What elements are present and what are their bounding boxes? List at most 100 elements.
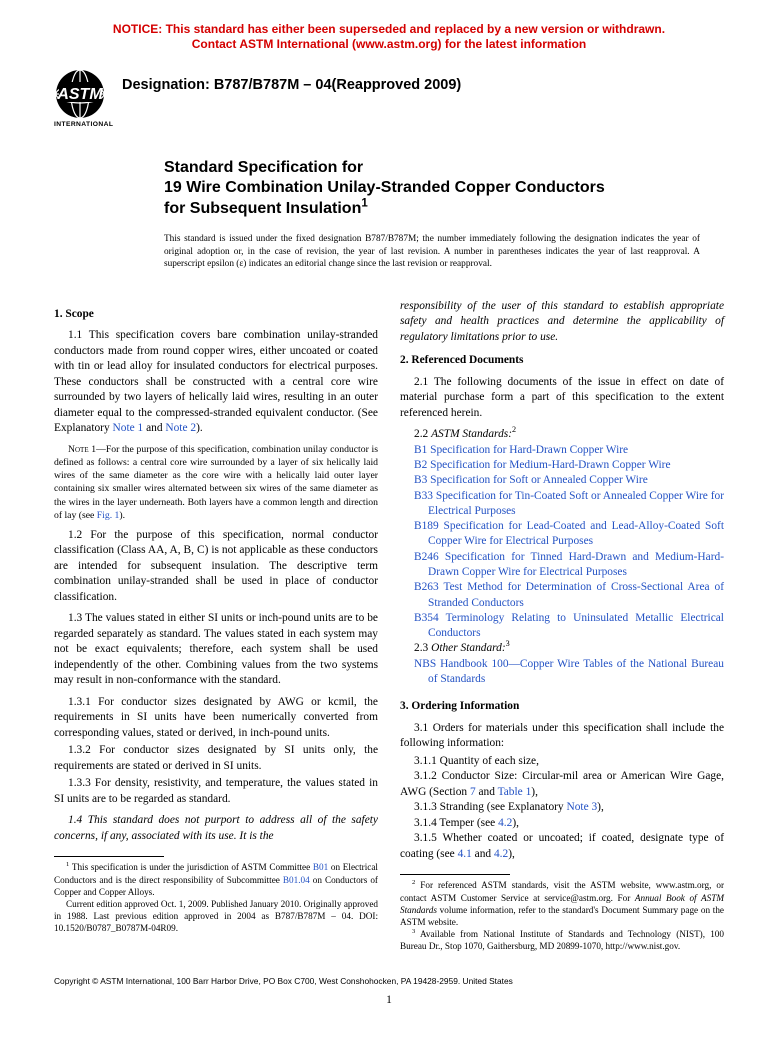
link-b1[interactable]: B1 Specification for Hard-Drawn Copper W… <box>414 444 628 456</box>
p3-1-2-end: ), <box>531 786 538 798</box>
para-2-2: 2.2 ASTM Standards:2 <box>400 427 724 443</box>
title-block: Standard Specification for 19 Wire Combi… <box>164 158 700 219</box>
para-1-2: 1.2 For the purpose of this specificatio… <box>54 528 378 606</box>
title-line1: 19 Wire Combination Unilay-Stranded Copp… <box>164 179 605 196</box>
para-3-1-1: 3.1.1 Quantity of each size, <box>400 754 724 770</box>
para-1-4a: 1.4 This standard does not purport to ad… <box>54 813 378 844</box>
p3-1-2-a: 3.1.2 Conductor Size: Circular-mil area … <box>400 770 724 798</box>
ref-b263-code: B263 <box>414 581 439 593</box>
para-1-3-3: 1.3.3 For density, resistivity, and temp… <box>54 776 378 807</box>
ref-b246-text: Specification for Tinned Hard-Drawn and … <box>428 551 724 578</box>
fn2-b: volume information, refer to the standar… <box>400 905 724 927</box>
svg-text:ASTM: ASTM <box>56 86 103 103</box>
footnote-1-cont: Current edition approved Oct. 1, 2009. P… <box>54 898 378 934</box>
ref-b246: B246 Specification for Tinned Hard-Drawn… <box>400 550 724 581</box>
section-1-heading: 1. Scope <box>54 307 378 323</box>
fn3-ref: 3 <box>506 640 510 649</box>
logo-label: INTERNATIONAL <box>54 121 110 128</box>
designation-line: Designation: B787/B787M – 04(Reapproved … <box>122 77 461 93</box>
para-1-1-body: 1.1 This specification covers bare combi… <box>54 329 378 434</box>
p3-1-4-a: 3.1.4 Temper (see <box>414 817 498 829</box>
link-b01[interactable]: B01 <box>313 862 328 872</box>
notice-line2: Contact ASTM International (www.astm.org… <box>192 37 586 51</box>
ref-b246-code: B246 <box>414 551 439 563</box>
ref-b2: B2 Specification for Medium-Hard-Drawn C… <box>400 458 724 473</box>
link-b246[interactable]: B246 Specification for Tinned Hard-Drawn… <box>414 551 724 578</box>
link-table1[interactable]: Table 1 <box>498 786 532 798</box>
ref-b33-code: B33 <box>414 490 433 502</box>
p3-1-5-a: 3.1.5 Whether coated or uncoated; if coa… <box>400 832 724 860</box>
para-2-1: 2.1 The following documents of the issue… <box>400 375 724 422</box>
link-b2[interactable]: B2 Specification for Medium-Hard-Drawn C… <box>414 459 671 471</box>
link-b263[interactable]: B263 Test Method for Determination of Cr… <box>414 581 724 608</box>
para-1-1-end: ). <box>196 422 203 434</box>
para-3-1-3: 3.1.3 Stranding (see Explanatory Note 3)… <box>400 800 724 816</box>
ref-b2-text: Specification for Medium-Hard-Drawn Copp… <box>430 459 670 471</box>
para-2-3: 2.3 Other Standard:3 <box>400 641 724 657</box>
para-3-1-5: 3.1.5 Whether coated or uncoated; if coa… <box>400 831 724 862</box>
link-4-2b[interactable]: 4.2 <box>494 848 508 860</box>
p2-2-num: 2.2 <box>414 428 431 440</box>
para-1-1-mid: and <box>143 422 165 434</box>
page-number: 1 <box>54 994 724 1006</box>
right-column: responsibility of the user of this stand… <box>400 299 724 953</box>
link-b189[interactable]: B189 Specification for Lead-Coated and L… <box>414 520 724 547</box>
link-4-1[interactable]: 4.1 <box>458 848 472 860</box>
ref-nbs: NBS Handbook 100—Copper Wire Tables of t… <box>400 657 724 688</box>
title-line2: for Subsequent Insulation <box>164 200 361 217</box>
link-note2[interactable]: Note 2 <box>165 422 196 434</box>
p3-1-3-end: ), <box>597 801 604 813</box>
p2-3-ital: Other Standard: <box>431 642 506 654</box>
two-column-body: 1. Scope 1.1 This specification covers b… <box>54 299 724 953</box>
astm-logo-box: ASTM INTERNATIONAL <box>54 68 110 128</box>
ref-b3-text: Specification for Soft or Annealed Coppe… <box>430 474 648 486</box>
footnote-rule-right <box>400 874 510 875</box>
footnote-2: 2 For referenced ASTM standards, visit t… <box>400 879 724 928</box>
section-3-heading: 3. Ordering Information <box>400 699 724 715</box>
ref-b354: B354 Terminology Relating to Uninsulated… <box>400 611 724 642</box>
copyright-line: Copyright © ASTM International, 100 Barr… <box>54 976 724 986</box>
ref-b33: B33 Specification for Tin-Coated Soft or… <box>400 489 724 520</box>
link-b3[interactable]: B3 Specification for Soft or Annealed Co… <box>414 474 648 486</box>
link-fig1[interactable]: Fig. 1 <box>97 510 120 521</box>
link-4-2a[interactable]: 4.2 <box>498 817 512 829</box>
header-row: ASTM INTERNATIONAL Designation: B787/B78… <box>54 66 724 128</box>
p3-1-2-mid: and <box>476 786 498 798</box>
ref-b189: B189 Specification for Lead-Coated and L… <box>400 519 724 550</box>
notice-line1: NOTICE: This standard has either been su… <box>113 22 665 36</box>
left-column: 1. Scope 1.1 This specification covers b… <box>54 299 378 953</box>
para-1-3: 1.3 The values stated in either SI units… <box>54 611 378 689</box>
link-b01-04[interactable]: B01.04 <box>283 875 310 885</box>
para-1-4b: responsibility of the user of this stand… <box>400 299 724 346</box>
title-footnote-ref: 1 <box>361 198 367 210</box>
ref-b189-code: B189 <box>414 520 439 532</box>
main-title: 19 Wire Combination Unilay-Stranded Copp… <box>164 178 700 219</box>
ref-b354-code: B354 <box>414 612 439 624</box>
fn2-ref: 2 <box>512 425 516 434</box>
astm-globe-icon: ASTM <box>54 68 106 120</box>
ref-b1: B1 Specification for Hard-Drawn Copper W… <box>400 443 724 458</box>
pre-title: Standard Specification for <box>164 158 700 178</box>
p3-1-3-a: 3.1.3 Stranding (see Explanatory <box>414 801 566 813</box>
link-b33[interactable]: B33 Specification for Tin-Coated Soft or… <box>414 490 724 517</box>
p2-3-num: 2.3 <box>414 642 431 654</box>
footnote-1: 1 This specification is under the jurisd… <box>54 861 378 897</box>
link-b354[interactable]: B354 Terminology Relating to Uninsulated… <box>414 612 724 639</box>
issuance-paragraph: This standard is issued under the fixed … <box>164 233 700 270</box>
link-note1[interactable]: Note 1 <box>113 422 144 434</box>
para-3-1-2: 3.1.2 Conductor Size: Circular-mil area … <box>400 769 724 800</box>
notice-banner: NOTICE: This standard has either been su… <box>54 22 724 52</box>
p3-1-5-end: ), <box>508 848 515 860</box>
para-3-1: 3.1 Orders for materials under this spec… <box>400 721 724 752</box>
link-note3[interactable]: Note 3 <box>566 801 597 813</box>
ref-b1-text: Specification for Hard-Drawn Copper Wire <box>430 444 628 456</box>
ref-b1-code: B1 <box>414 444 427 456</box>
ref-b263-text: Test Method for Determination of Cross-S… <box>428 581 724 608</box>
ref-b33-text: Specification for Tin-Coated Soft or Ann… <box>428 490 724 517</box>
p2-2-ital: ASTM Standards: <box>431 428 512 440</box>
link-nbs[interactable]: NBS Handbook 100—Copper Wire Tables of t… <box>414 658 724 685</box>
p3-1-5-mid: and <box>472 848 494 860</box>
ref-b354-text: Terminology Relating to Uninsulated Meta… <box>428 612 724 639</box>
note-1-end: ). <box>119 510 125 521</box>
fn1-a: This specification is under the jurisdic… <box>69 862 313 872</box>
